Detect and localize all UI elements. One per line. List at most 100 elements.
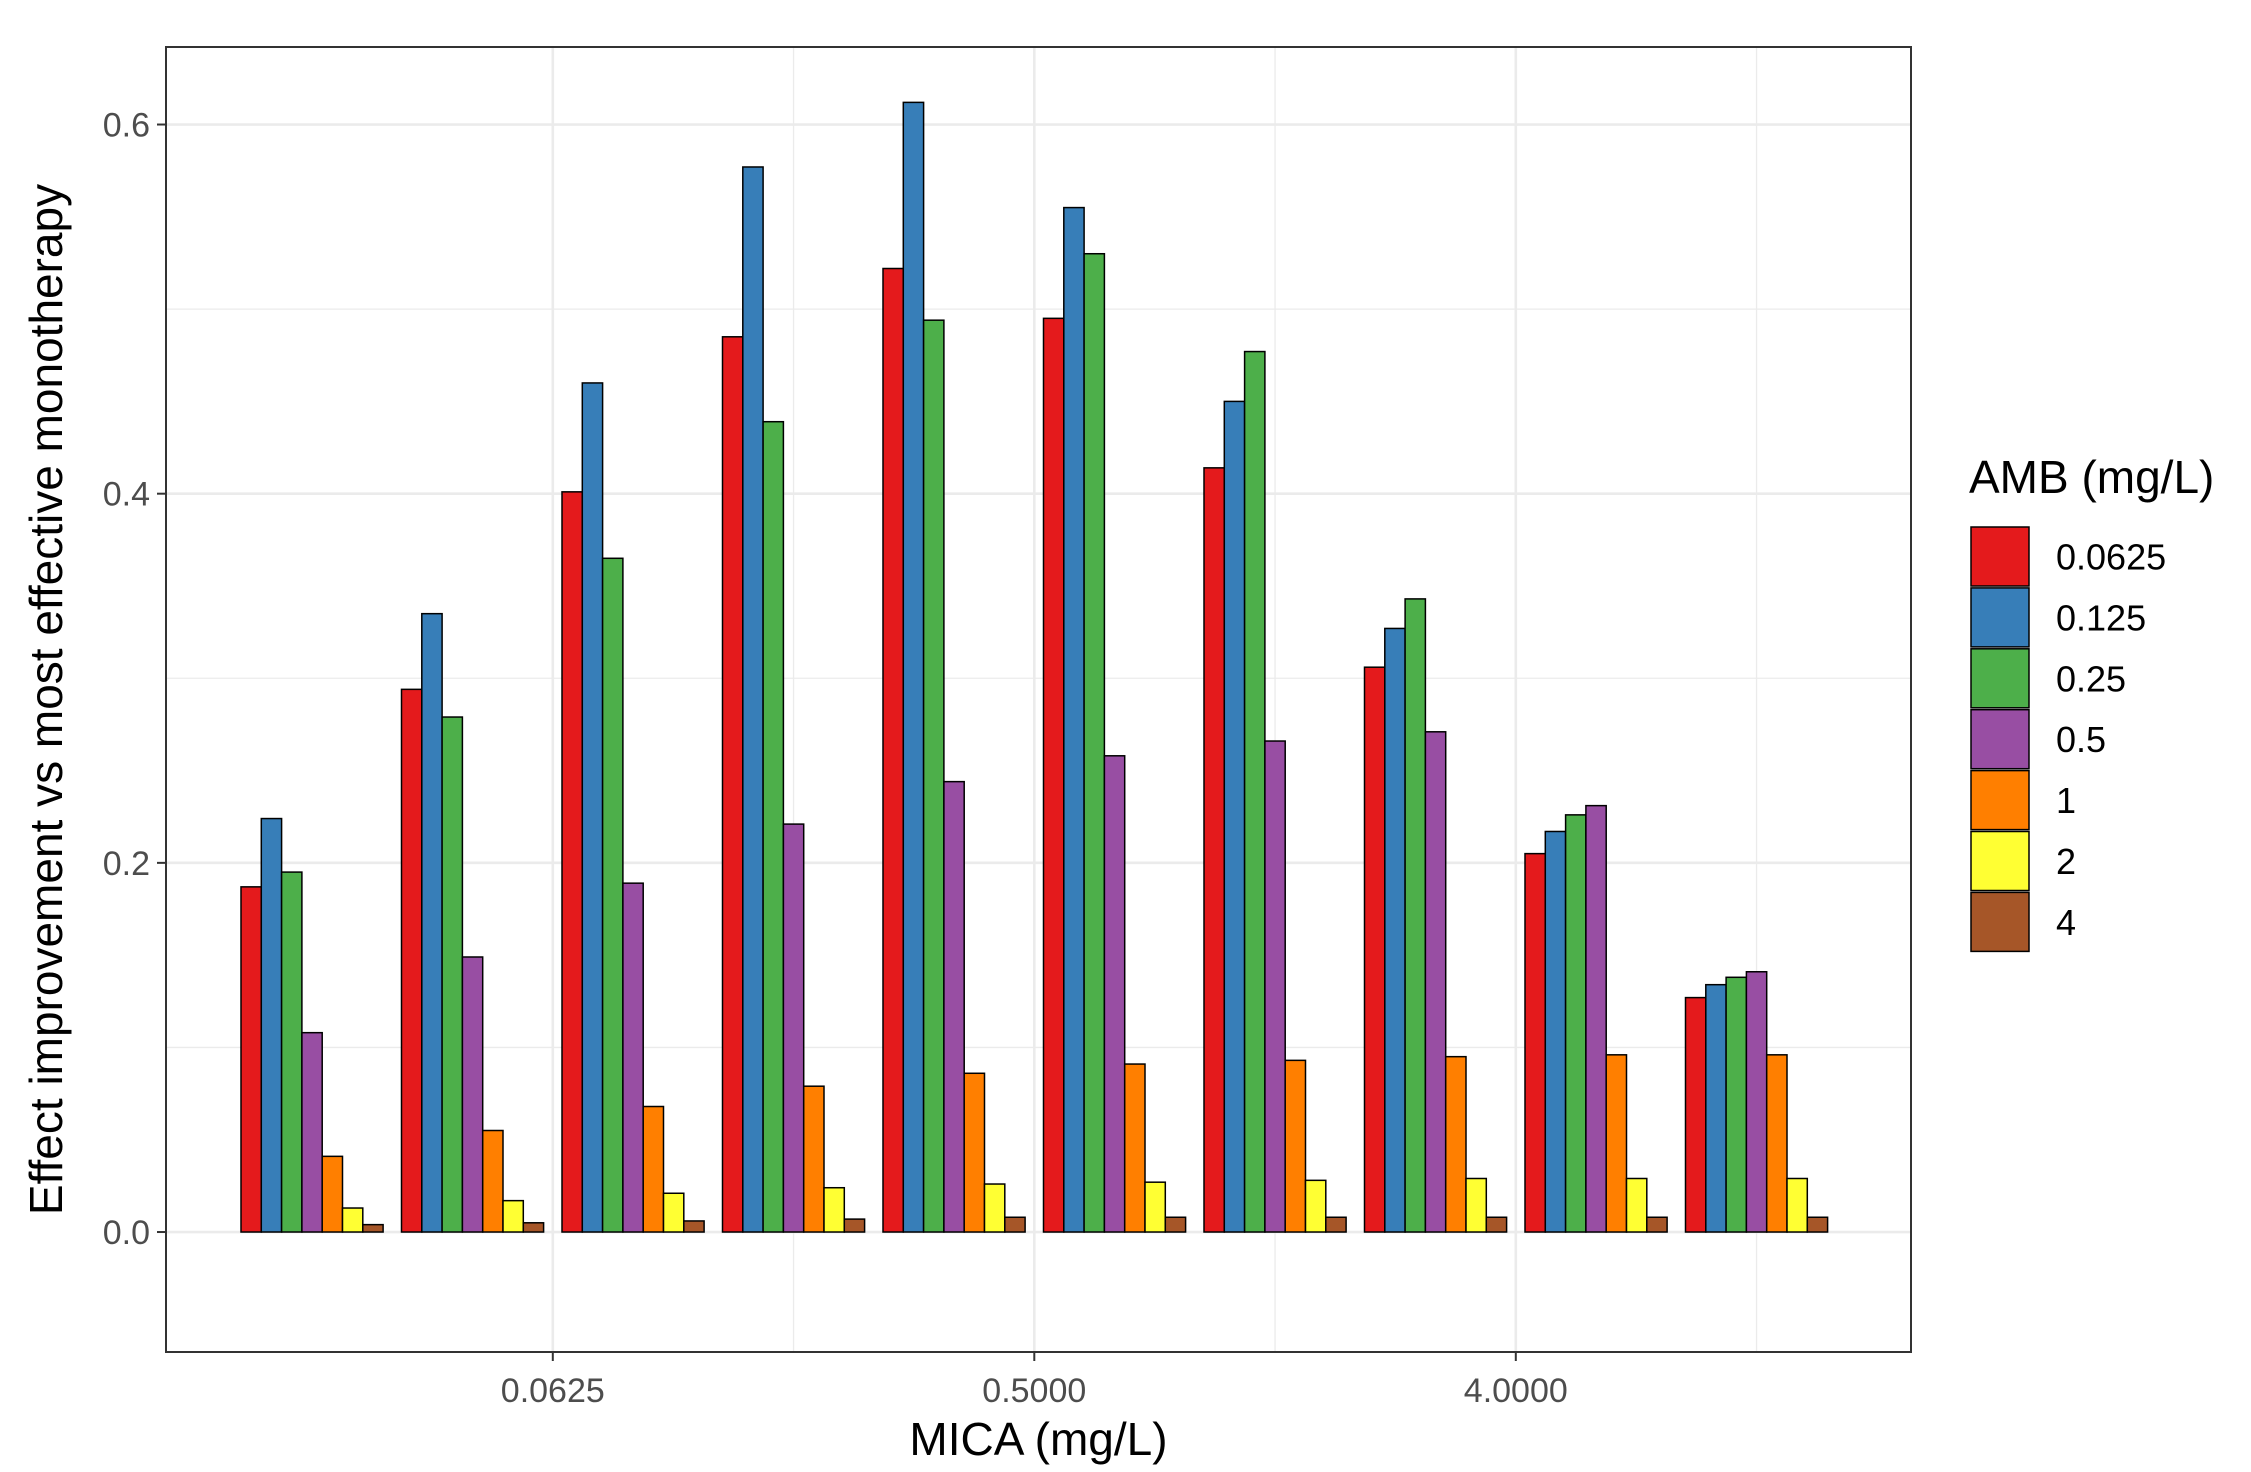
x-axis: 0.0625 0.5000 4.0000 (501, 1352, 1568, 1410)
legend-key-2 (1970, 830, 2030, 892)
bar-mica-6-amb-0.25 (1083, 252, 1106, 1233)
bar-mica-7-amb-1 (1284, 1059, 1307, 1233)
legend-label: 0.5 (2056, 719, 2106, 760)
bar-mica-4-amb-4 (843, 1218, 866, 1233)
x-axis-title: MICA (mg/L) (909, 1413, 1167, 1465)
bar-mica-3-amb-0.125 (581, 382, 604, 1233)
bar-mica-7-amb-2 (1304, 1179, 1327, 1233)
bar-mica-4-amb-0.5 (782, 823, 805, 1233)
y-tick-label: 0.0 (103, 1214, 150, 1252)
bar-mica-1-amb-2 (341, 1207, 364, 1233)
bar-mica-4-amb-2 (823, 1186, 846, 1233)
bar-mica-8-amb-0.5 (1424, 731, 1447, 1233)
x-tick-label: 4.0000 (1464, 1372, 1568, 1410)
bar-mica-10-amb-1 (1765, 1054, 1788, 1233)
bar-mica-5-amb-0.25 (922, 319, 945, 1233)
bar-mica-6-amb-1 (1123, 1063, 1146, 1233)
bar-mica-2-amb-4 (522, 1222, 545, 1233)
bar-mica-9-amb-2 (1625, 1177, 1648, 1233)
bar-mica-1-amb-0.125 (260, 817, 283, 1233)
bar-mica-1-amb-0.5 (301, 1031, 323, 1233)
bar-mica-8-amb-1 (1444, 1055, 1467, 1233)
bar-mica-3-amb-2 (662, 1192, 685, 1233)
bar-mica-10-amb-2 (1786, 1177, 1809, 1233)
bar-mica-8-amb-2 (1465, 1177, 1488, 1233)
bar-mica-7-amb-0.5 (1264, 740, 1286, 1233)
bar-mica-5-amb-4 (1004, 1216, 1026, 1233)
bar-mica-8-amb-4 (1485, 1216, 1508, 1233)
bar-mica-4-amb-1 (802, 1085, 825, 1233)
legend-key-0.25 (1970, 648, 2030, 709)
bar-mica-6-amb-2 (1144, 1181, 1167, 1233)
bar-mica-2-amb-2 (502, 1199, 525, 1233)
bar-mica-8-amb-0.125 (1384, 627, 1406, 1233)
bar-mica-9-amb-4 (1646, 1216, 1668, 1233)
bars (240, 101, 1829, 1233)
y-axis: 0.0 0.2 0.4 0.6 (103, 107, 166, 1252)
bar-mica-2-amb-0.125 (421, 612, 443, 1233)
legend: AMB (mg/L) 0.0625 0.125 0.25 0.5 1 2 4 (1969, 451, 2214, 953)
bar-mica-7-amb-0.125 (1223, 400, 1246, 1233)
legend-label: 0.125 (2056, 597, 2146, 638)
bar-mica-10-amb-4 (1806, 1216, 1829, 1233)
x-tick-label: 0.0625 (501, 1372, 605, 1410)
bar-mica-7-amb-0.0625 (1203, 467, 1226, 1233)
bar-mica-7-amb-0.25 (1243, 350, 1266, 1233)
bar-mica-9-amb-0.25 (1564, 814, 1587, 1233)
bar-mica-7-amb-4 (1325, 1216, 1347, 1233)
bar-mica-3-amb-0.5 (622, 882, 644, 1233)
legend-label: 0.0625 (2056, 537, 2166, 578)
bar-mica-10-amb-0.125 (1705, 983, 1727, 1233)
bar-mica-1-amb-0.25 (280, 871, 303, 1233)
bar-mica-8-amb-0.0625 (1363, 666, 1386, 1233)
plot-panel-border (165, 46, 1912, 1353)
x-tick-label: 0.5000 (982, 1372, 1086, 1410)
legend-key-0.0625 (1970, 526, 2030, 587)
y-tick-label: 0.4 (103, 476, 150, 514)
bar-mica-1-amb-4 (362, 1223, 384, 1233)
legend-key-0.5 (1970, 708, 2030, 770)
legend-label: 2 (2056, 841, 2076, 882)
bar-mica-4-amb-0.0625 (721, 336, 744, 1233)
legend-label: 4 (2056, 902, 2076, 943)
legend-title: AMB (mg/L) (1969, 451, 2214, 503)
bar-mica-10-amb-0.0625 (1684, 996, 1707, 1233)
bar-mica-3-amb-0.0625 (561, 491, 584, 1233)
bar-mica-6-amb-0.0625 (1042, 317, 1065, 1233)
bar-mica-5-amb-0.5 (943, 780, 965, 1233)
bar-mica-4-amb-0.25 (762, 420, 785, 1233)
bar-mica-6-amb-0.125 (1063, 206, 1085, 1233)
legend-label: 1 (2056, 780, 2076, 821)
legend-label: 0.25 (2056, 658, 2126, 699)
bar-mica-1-amb-1 (321, 1155, 344, 1233)
bar-mica-2-amb-0.25 (441, 716, 464, 1233)
legend-key-1 (1970, 769, 2030, 831)
bar-mica-6-amb-0.5 (1103, 755, 1126, 1233)
bar-mica-8-amb-0.25 (1404, 598, 1427, 1233)
bar-mica-2-amb-0.5 (461, 956, 484, 1233)
bar-mica-5-amb-0.125 (902, 101, 925, 1233)
bar-mica-2-amb-1 (481, 1129, 504, 1233)
bar-mica-2-amb-0.0625 (400, 688, 423, 1233)
bar-mica-5-amb-2 (983, 1183, 1006, 1233)
bar-mica-3-amb-1 (642, 1105, 665, 1233)
bar-mica-4-amb-0.125 (742, 166, 764, 1233)
y-axis-title: Effect improvement vs most effective mon… (20, 184, 72, 1215)
bar-mica-9-amb-0.125 (1544, 830, 1567, 1233)
bar-mica-10-amb-0.5 (1745, 971, 1768, 1233)
bar-mica-5-amb-0.0625 (882, 267, 905, 1233)
bar-mica-1-amb-0.0625 (240, 886, 263, 1233)
bar-mica-9-amb-1 (1605, 1054, 1628, 1233)
bar-mica-10-amb-0.25 (1725, 976, 1748, 1233)
bar-mica-5-amb-1 (963, 1072, 986, 1233)
y-tick-label: 0.2 (103, 845, 150, 883)
bar-mica-6-amb-4 (1164, 1216, 1187, 1233)
bar-mica-3-amb-0.25 (601, 557, 624, 1233)
bar-mica-3-amb-4 (683, 1220, 705, 1233)
bar-mica-9-amb-0.0625 (1524, 852, 1547, 1233)
legend-key-0.125 (1970, 587, 2030, 648)
y-tick-label: 0.6 (103, 107, 150, 145)
bar-mica-9-amb-0.5 (1585, 804, 1607, 1233)
